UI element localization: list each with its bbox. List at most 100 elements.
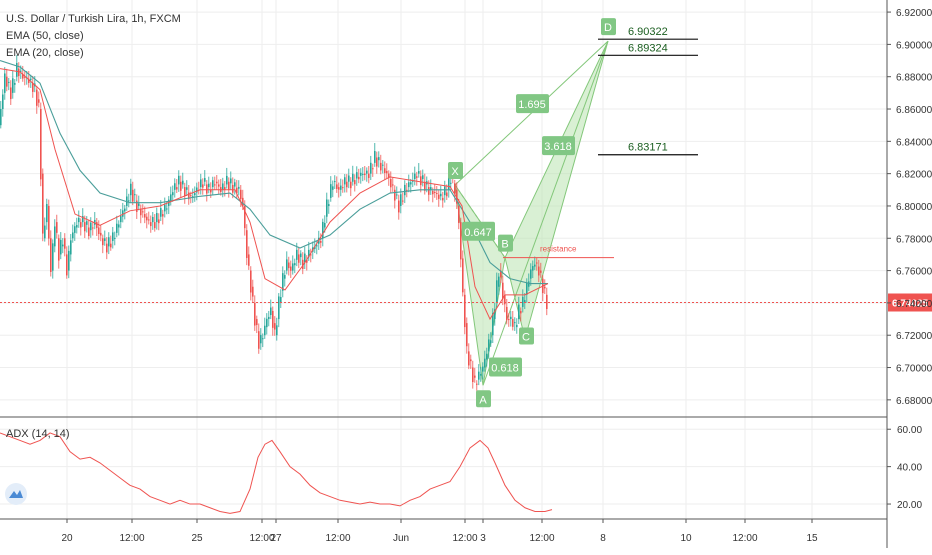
candle-body (404, 184, 406, 196)
candle-body (48, 205, 50, 239)
candle-body (202, 184, 204, 188)
candle-body (472, 367, 474, 383)
candle-body (342, 187, 344, 189)
price-tick-label: 6.82000 (896, 170, 932, 181)
pattern-ratio-label: 0.618 (491, 363, 519, 375)
candle-body (124, 208, 126, 212)
candle-body (486, 353, 488, 360)
indicator-ema50-label: EMA (50, close) (6, 30, 84, 42)
candle-body (250, 270, 252, 293)
candle-body (132, 189, 134, 202)
candle-body (138, 203, 140, 206)
candle-body (238, 186, 240, 189)
candle-body (68, 250, 70, 271)
candle-body (380, 162, 382, 171)
resistance-label: resistance (540, 245, 577, 254)
candle-body (422, 175, 424, 180)
candle-body (522, 296, 524, 307)
pattern-line-ad (482, 40, 609, 386)
candle-body (464, 294, 466, 328)
candle-body (54, 226, 56, 247)
candle-body (390, 179, 392, 188)
candle-body (6, 76, 8, 87)
price-tick-label: 6.88000 (896, 73, 932, 84)
candle-body (376, 157, 378, 167)
candle-body (64, 238, 66, 249)
candle-body (116, 223, 118, 233)
candle-body (230, 178, 232, 184)
candle-body (310, 254, 312, 256)
annotations: 6.74025 6.90322 6.89324 6.83171 resistance X A… (0, 18, 932, 408)
candle-body (330, 184, 332, 198)
candle-body (326, 199, 328, 217)
adx-tick-label: 60.00 (897, 425, 922, 436)
level-label: 6.89324 (628, 42, 668, 54)
price-tick-label: 6.74000 (896, 299, 932, 310)
candle-body (58, 238, 60, 261)
adx-tick-label: 20.00 (897, 500, 922, 511)
candle-body (528, 281, 530, 287)
candle-body (152, 216, 154, 223)
candle-body (96, 222, 98, 229)
candle-body (274, 323, 276, 330)
pattern-point-label: C (522, 331, 530, 343)
time-tick-label: Jun (393, 533, 409, 544)
candle-body (492, 313, 494, 336)
candle-body (514, 322, 516, 324)
candle-body (244, 205, 246, 229)
candle-body (216, 181, 218, 184)
adx-pane (0, 432, 553, 514)
candle-body (22, 74, 24, 79)
candle-body (374, 151, 376, 163)
candle-body (428, 187, 430, 195)
candle-body (2, 94, 4, 110)
time-tick-label: 12:00 (119, 533, 144, 544)
candle-body (90, 222, 92, 231)
candle-body (92, 227, 94, 229)
candle-body (392, 184, 394, 186)
pattern-ratio-label: 0.647 (464, 227, 492, 239)
candle-body (510, 316, 512, 320)
candle-body (416, 176, 418, 178)
candle-body (292, 263, 294, 271)
price-tick-label: 6.70000 (896, 364, 932, 375)
candle-body (410, 182, 412, 185)
candle-body (74, 226, 76, 233)
time-tick-label: 12:00 (249, 533, 274, 544)
candle-body (170, 194, 172, 201)
time-tick-label: 27 (270, 533, 282, 544)
candle-body (480, 374, 482, 376)
pattern-point-badge (448, 161, 463, 179)
candle-body (308, 249, 310, 258)
candle-body (156, 213, 158, 223)
price-tick-label: 6.78000 (896, 234, 932, 245)
candle-body (264, 325, 266, 336)
candle-body (460, 222, 462, 260)
candle-body (278, 296, 280, 320)
candle-body (466, 323, 468, 347)
candle-body (532, 266, 534, 271)
pattern-point-label: A (479, 394, 487, 406)
candle-body (134, 194, 136, 196)
candle-body (262, 338, 264, 340)
candle-body (10, 87, 12, 100)
candle-body (182, 180, 184, 185)
candle-body (346, 181, 348, 188)
candle-body (500, 270, 502, 278)
candle-body (176, 187, 178, 190)
pattern-ratio-badge (516, 94, 549, 114)
candle-body (226, 175, 228, 185)
candle-body (194, 193, 196, 196)
ema20-line (0, 68, 549, 321)
last-price-badge (888, 293, 932, 312)
time-tick-label: 20 (61, 533, 73, 544)
candle-body (160, 208, 162, 217)
candle-body (140, 208, 142, 216)
pattern-point-label: X (451, 166, 459, 178)
candle-body (454, 183, 456, 194)
candle-body (402, 200, 404, 202)
candle-body (46, 204, 48, 223)
candle-body (476, 383, 478, 385)
indicator-ema20-label: EMA (20, close) (6, 47, 84, 59)
